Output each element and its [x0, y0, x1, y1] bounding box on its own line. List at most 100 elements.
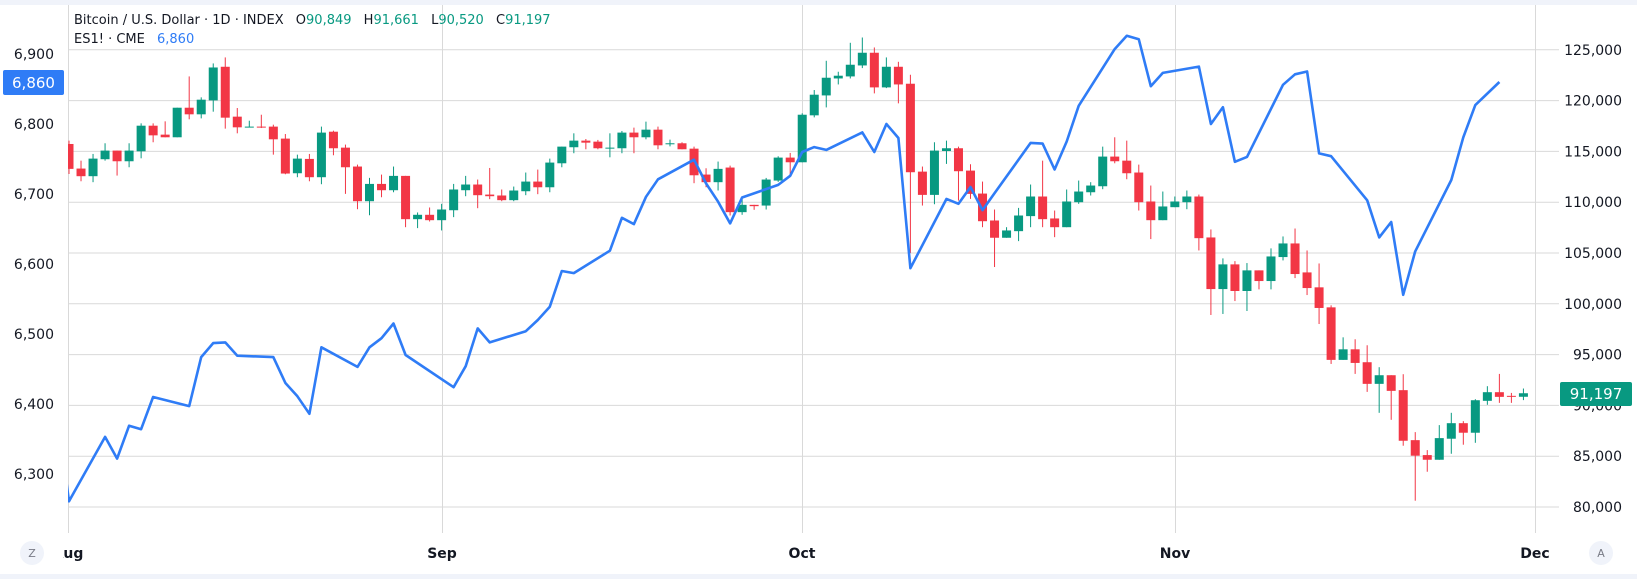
- candle-body: [893, 66, 903, 85]
- candle: [160, 121, 170, 138]
- candle: [425, 207, 435, 222]
- candle: [232, 108, 242, 134]
- candle: [581, 139, 591, 150]
- candle-body: [124, 150, 134, 162]
- candle-body: [677, 143, 687, 150]
- candle-body: [1518, 393, 1528, 397]
- x-axis-tick-label: Aug: [53, 546, 84, 562]
- x-axis-labels: Aug Sep Oct Nov Dec: [53, 546, 1550, 562]
- candle: [953, 146, 963, 201]
- legend-compare[interactable]: ES1! · CME 6,860: [74, 32, 194, 47]
- compare-price-tag: 6,860: [3, 70, 64, 95]
- candle-body: [437, 209, 447, 221]
- legend-main[interactable]: Bitcoin / U.S. Dollar · 1D · INDEX O90,8…: [74, 13, 551, 28]
- candle-body: [425, 214, 435, 221]
- candle-body: [497, 195, 507, 201]
- candle: [821, 60, 831, 108]
- candle: [533, 169, 543, 195]
- candle-body: [1302, 272, 1312, 289]
- legend-compare-symbol: ES1! · CME: [74, 32, 145, 47]
- candle: [509, 186, 519, 202]
- candle-body: [1098, 156, 1108, 187]
- candle-body: [280, 138, 290, 174]
- legend-close-value: 91,197: [505, 13, 551, 28]
- candle-body: [713, 168, 723, 183]
- candle: [1182, 190, 1192, 210]
- candle-body: [1326, 307, 1336, 360]
- candle-body: [485, 194, 495, 197]
- candle-body: [941, 148, 951, 151]
- candle: [1434, 425, 1444, 460]
- candle: [365, 177, 374, 216]
- candle: [1266, 248, 1276, 290]
- candle-body: [1290, 243, 1300, 275]
- candle-body: [160, 134, 170, 138]
- legend-open-value: 90,849: [306, 13, 352, 28]
- candle-body: [533, 181, 543, 188]
- candle-body: [461, 184, 471, 191]
- candle: [521, 172, 531, 196]
- left-axis-tick-label: 6,800: [14, 117, 54, 133]
- candle: [1074, 180, 1084, 204]
- left-axis-tick-label: 6,500: [14, 327, 54, 343]
- candle: [929, 142, 939, 205]
- candle: [737, 197, 747, 215]
- candles: [68, 37, 1528, 501]
- candle-body: [389, 175, 399, 191]
- left-axis-tick-label: 6,300: [14, 467, 54, 483]
- candle-body: [1062, 201, 1072, 228]
- candle-body: [1374, 375, 1384, 384]
- candle: [809, 90, 819, 118]
- candle-body: [1362, 362, 1372, 384]
- candle-body: [244, 126, 254, 128]
- candle-body: [617, 132, 627, 149]
- candle: [617, 130, 627, 154]
- candle: [1362, 345, 1372, 392]
- candle-body: [1350, 349, 1360, 363]
- left-scale-button[interactable]: Z: [20, 541, 44, 565]
- candle: [557, 146, 567, 168]
- candle-body: [821, 77, 831, 96]
- candle: [220, 57, 230, 129]
- candle: [1314, 263, 1324, 325]
- candle-body: [68, 143, 74, 169]
- candle: [1170, 196, 1180, 208]
- candle: [941, 140, 951, 164]
- candle-body: [1194, 196, 1204, 239]
- candle: [569, 133, 579, 154]
- axes: 80,00085,00090,00095,000100,000105,00011…: [14, 43, 1622, 562]
- candle: [401, 175, 411, 228]
- candle-body: [100, 150, 110, 160]
- candle-body: [292, 158, 302, 174]
- candle: [1494, 373, 1504, 403]
- candle: [629, 127, 639, 154]
- x-axis-tick-label: Sep: [427, 546, 457, 562]
- candle-body: [557, 146, 567, 164]
- candle-body: [1002, 230, 1012, 238]
- candle: [437, 203, 447, 231]
- candle: [749, 204, 759, 210]
- candle: [292, 154, 302, 178]
- candle: [208, 63, 218, 112]
- candle: [389, 166, 399, 193]
- candle-body: [184, 107, 194, 115]
- candle: [785, 152, 795, 174]
- auto-scale-button[interactable]: A: [1589, 541, 1613, 565]
- legend-low-value: 90,520: [438, 13, 484, 28]
- candle: [316, 126, 326, 185]
- candle-body: [1278, 243, 1288, 258]
- x-axis-tick-label: Nov: [1160, 546, 1190, 562]
- candle: [1194, 194, 1204, 251]
- candle: [184, 76, 194, 120]
- candle: [413, 212, 423, 229]
- legend-high-label: H: [363, 13, 374, 28]
- candle-body: [833, 75, 843, 79]
- candle: [1302, 250, 1312, 296]
- candle: [1290, 228, 1300, 279]
- candle-body: [1422, 455, 1432, 460]
- compare-line: [68, 34, 1501, 503]
- left-axis-tick-label: 6,600: [14, 257, 54, 273]
- candle: [1110, 137, 1120, 164]
- candle-body: [857, 52, 867, 66]
